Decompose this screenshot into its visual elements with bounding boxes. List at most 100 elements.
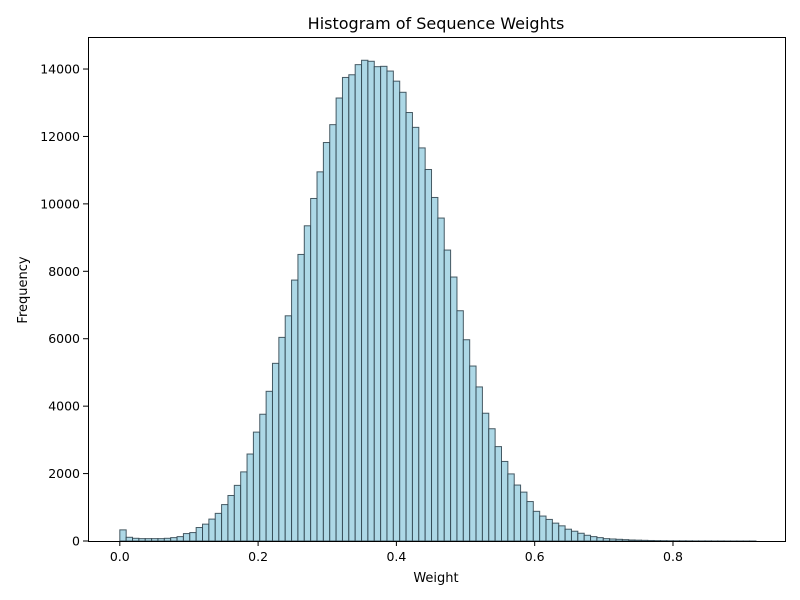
- histogram-bar: [119, 529, 127, 542]
- plot-frame: [88, 37, 786, 542]
- histogram-bar: [621, 539, 630, 542]
- y-tick-label: 8000: [48, 264, 80, 279]
- y-tick-label: 0: [72, 534, 80, 549]
- histogram-bar: [125, 536, 134, 542]
- histogram-bar: [278, 336, 286, 542]
- histogram-bar: [520, 491, 528, 542]
- histogram-bar: [513, 484, 522, 542]
- histogram-bar: [144, 538, 153, 542]
- histogram-bar: [475, 386, 483, 542]
- histogram-bar: [303, 225, 312, 542]
- histogram-bar: [640, 539, 649, 542]
- histogram-bar: [564, 528, 572, 542]
- histogram-bar: [138, 538, 146, 542]
- histogram-bar: [176, 536, 184, 542]
- histogram-bar: [329, 124, 337, 542]
- histogram-bar: [647, 539, 655, 542]
- y-axis: 0 2000 4000 6000 8000 10000 12000 14000: [40, 62, 88, 549]
- histogram-bar: [361, 59, 369, 542]
- chart-title: Histogram of Sequence Weights: [308, 14, 565, 33]
- histogram-bar: [545, 518, 553, 542]
- x-tick-label: 0.6: [525, 549, 545, 564]
- y-tick-label: 4000: [48, 399, 80, 414]
- histogram-bar: [456, 310, 464, 542]
- histogram-bar: [570, 530, 579, 542]
- histogram-bar: [558, 525, 566, 542]
- x-axis: 0.0 0.2 0.4 0.6 0.8: [110, 541, 683, 564]
- histogram-bar: [590, 536, 598, 542]
- histogram-bar: [214, 512, 223, 542]
- histogram-bar: [507, 473, 515, 542]
- histogram-bar: [227, 494, 235, 542]
- histogram-bar: [532, 510, 541, 542]
- histogram-bar: [462, 339, 471, 542]
- histogram-bar: [551, 522, 560, 542]
- histogram-bar: [252, 431, 261, 542]
- histogram-bar: [208, 518, 216, 542]
- histogram-bar: [182, 533, 191, 542]
- histogram-bar: [443, 249, 452, 542]
- histogram-bar: [615, 538, 623, 542]
- histogram-bar: [265, 390, 273, 542]
- histogram-bar: [233, 484, 242, 542]
- histogram-bar: [284, 315, 293, 542]
- histogram-bar: [424, 168, 433, 542]
- x-tick-label: 0.0: [110, 549, 130, 564]
- x-tick-label: 0.4: [386, 549, 406, 564]
- histogram-bar: [132, 537, 140, 542]
- histogram-bar: [195, 527, 204, 542]
- histogram-bar: [481, 412, 490, 542]
- histogram-bar: [583, 534, 592, 542]
- y-tick-label: 6000: [48, 331, 80, 346]
- histogram-bar: [526, 501, 534, 542]
- histogram-bar: [609, 538, 617, 542]
- histogram-bar: [494, 446, 503, 542]
- x-tick-label: 0.8: [663, 549, 683, 564]
- histogram-bar: [240, 471, 248, 542]
- histogram-bar: [335, 97, 343, 542]
- histogram-bar: [386, 70, 394, 542]
- y-axis-label: Frequency: [16, 256, 31, 323]
- histogram-bar: [577, 532, 585, 542]
- y-tick-label: 12000: [40, 129, 80, 144]
- histogram-bar: [405, 112, 413, 542]
- histogram-bar: [322, 142, 331, 542]
- histogram-bar: [488, 428, 496, 542]
- histogram-bar: [411, 126, 420, 542]
- histogram-bar: [354, 64, 363, 542]
- histogram-bar: [348, 74, 356, 542]
- bars-group: [119, 59, 757, 542]
- histogram-bar: [259, 413, 267, 542]
- histogram-bar: [380, 65, 388, 542]
- histogram-bar: [431, 196, 439, 542]
- histogram-bar: [399, 91, 407, 542]
- y-tick-label: 14000: [40, 62, 80, 77]
- histogram-bar: [634, 539, 642, 542]
- histogram-bar: [189, 532, 197, 542]
- histogram-bar: [367, 60, 375, 542]
- histogram-bar: [628, 539, 636, 542]
- histogram-bar: [271, 362, 280, 542]
- histogram-bar: [469, 365, 477, 542]
- histogram-bar: [450, 276, 458, 542]
- histogram-bar: [291, 279, 299, 542]
- histogram-bar: [316, 171, 324, 542]
- histogram-bar: [437, 217, 445, 542]
- histogram-bar: [373, 66, 382, 542]
- histogram-bar: [596, 537, 604, 542]
- histogram-bar: [539, 515, 547, 542]
- histogram-bar: [310, 197, 318, 542]
- x-axis-label: Weight: [413, 571, 458, 586]
- histogram-bar: [163, 537, 172, 542]
- histogram-bar: [151, 538, 159, 542]
- histogram-bar: [297, 253, 305, 542]
- y-tick-label: 2000: [48, 466, 80, 481]
- histogram-bar: [392, 80, 401, 542]
- histogram-bar: [170, 537, 178, 542]
- histogram-bar: [418, 147, 426, 542]
- histogram-bar: [602, 538, 611, 542]
- histogram-bar: [501, 460, 509, 542]
- y-tick-label: 10000: [40, 196, 80, 211]
- histogram-bar: [341, 76, 350, 542]
